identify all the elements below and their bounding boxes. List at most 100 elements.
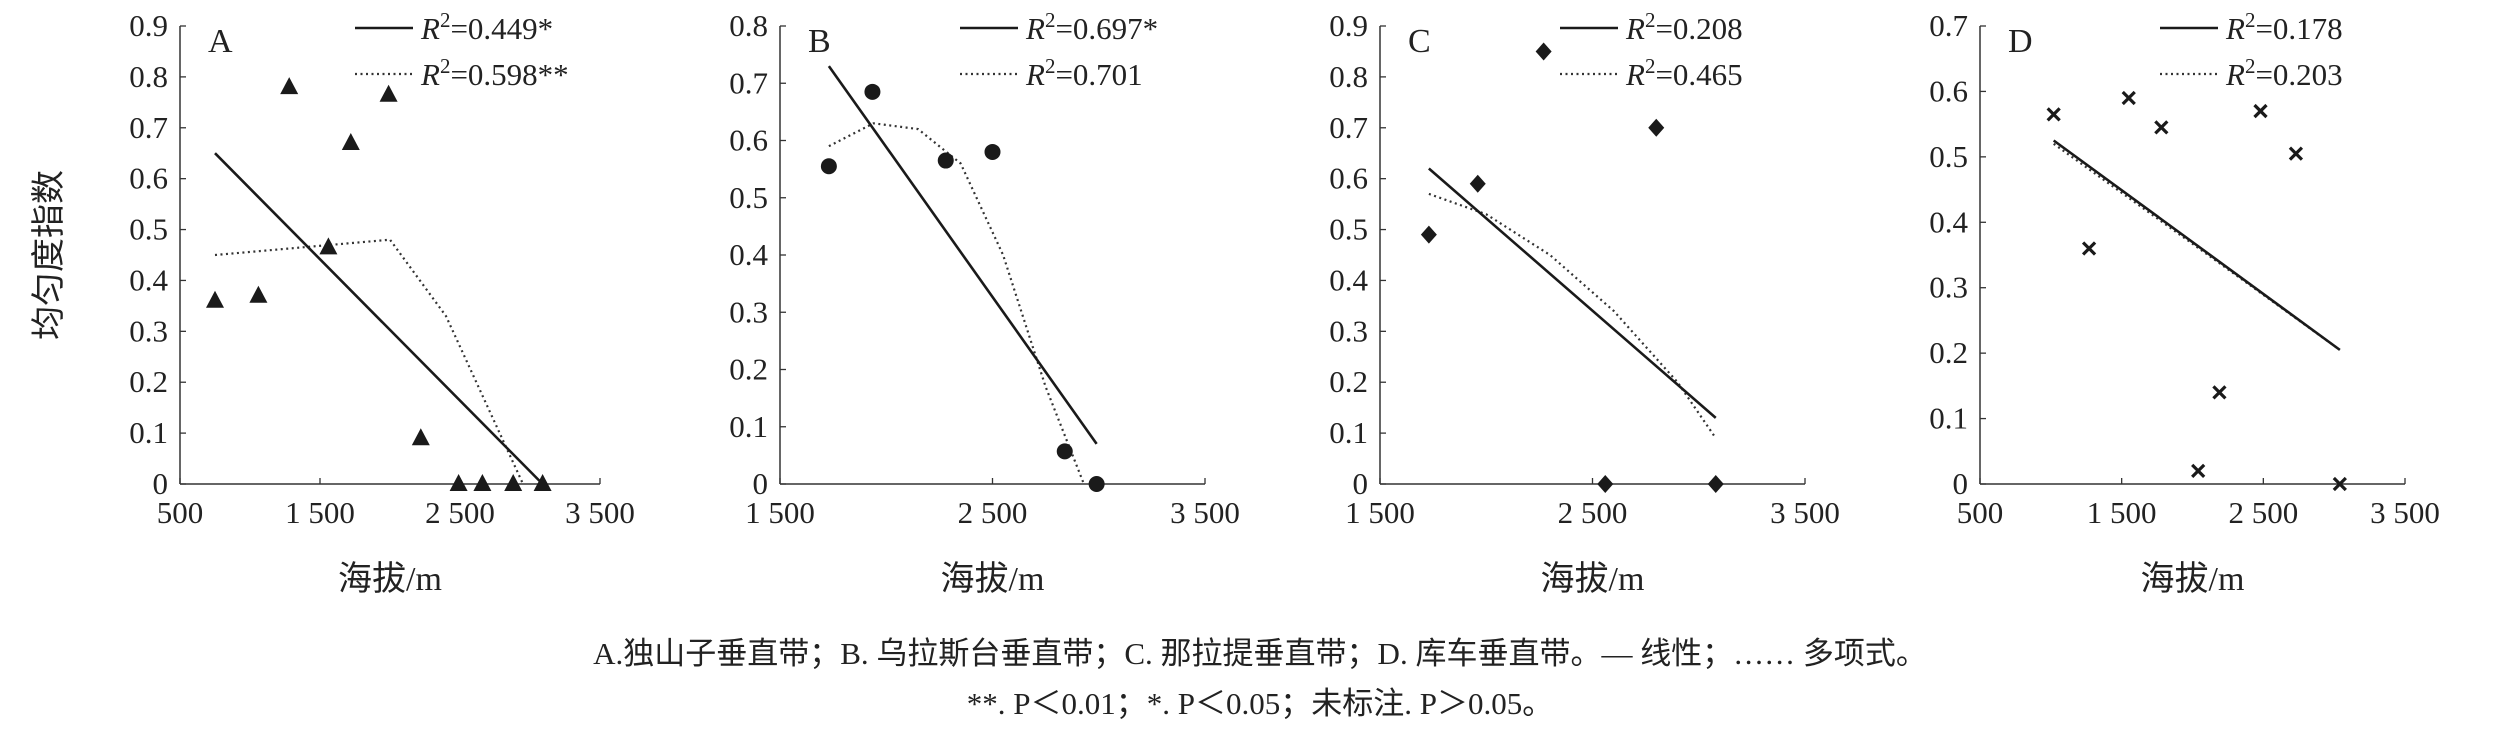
y-tick-label: 0.5 [729, 180, 768, 215]
legend-poly-label: R2=0.701 [1025, 54, 1143, 92]
legend-linear-label: R2=0.178 [2225, 8, 2343, 46]
x-tick-label: 1 500 [285, 495, 355, 530]
data-point [206, 290, 224, 308]
y-tick-label: 0.4 [729, 237, 768, 272]
y-tick-label: 0.4 [129, 262, 168, 297]
legend-poly-label: R2=0.465 [1625, 54, 1743, 92]
y-tick-label: 0.4 [1329, 262, 1368, 297]
data-point [2253, 103, 2268, 119]
x-tick-label: 1 500 [1345, 495, 1415, 530]
panel-label: B [808, 23, 831, 60]
data-point [319, 237, 338, 255]
data-point [1707, 475, 1724, 493]
x-tick-label: 1 500 [2087, 495, 2157, 530]
poly-trend-line [214, 238, 524, 485]
y-tick-label: 0.8 [729, 8, 768, 43]
y-tick-label: 0.6 [129, 161, 168, 196]
y-tick-label: 0.7 [729, 65, 768, 100]
linear-trend-line [214, 152, 544, 485]
x-tick-label: 3 500 [2370, 495, 2440, 530]
y-tick-label: 0.3 [729, 294, 768, 329]
y-tick-label: 0.2 [729, 352, 768, 387]
x-tick-label: 1 500 [745, 495, 815, 530]
y-tick-label: 0.8 [129, 59, 168, 94]
linear-trend-line [827, 65, 1098, 445]
y-tick-label: 0.1 [1929, 401, 1968, 436]
data-point [1648, 118, 1665, 137]
data-point [1088, 476, 1105, 492]
x-tick-label: 3 500 [565, 495, 635, 530]
legend-poly-label: R2=0.203 [2225, 54, 2343, 92]
legend-linear-label: R2=0.208 [1625, 8, 1743, 46]
y-tick-label: 0 [1353, 466, 1369, 501]
data-point [1469, 174, 1486, 193]
panel-D: 0 0.1 0.2 0.3 0.4 0.5 0.6 0.7 500 1 500 2 500 3 500… [1929, 8, 2440, 598]
y-tick-label: 0.6 [1329, 161, 1368, 196]
data-point [2212, 385, 2227, 400]
poly-trend-line [2053, 142, 2341, 351]
y-tick-label: 0.1 [129, 415, 168, 450]
y-tick-label: 0.5 [1329, 212, 1368, 247]
panel-label: A [208, 23, 233, 60]
data-point [864, 83, 881, 100]
data-point [984, 143, 1001, 160]
x-axis-label: 海拔/m [941, 560, 1045, 598]
data-point [2121, 90, 2136, 106]
y-tick-label: 0 [1953, 466, 1969, 501]
y-tick-label: 0.3 [129, 313, 168, 348]
data-point [473, 474, 492, 491]
x-tick-label: 2 500 [2228, 495, 2298, 530]
x-tick-label: 2 500 [1558, 495, 1628, 530]
legend-linear-label: R2=0.697* [1025, 8, 1158, 46]
figure-caption-line2: **. P＜0.01；*. P＜0.05；未标注. P＞0.05。 [967, 686, 1553, 721]
data-point [280, 77, 299, 95]
linear-trend-line [2052, 139, 2341, 351]
y-tick-label: 0.2 [129, 364, 168, 399]
data-point [2154, 120, 2169, 135]
data-point [2332, 476, 2347, 492]
x-axis-label: 海拔/m [2141, 560, 2245, 598]
panel-label: D [2008, 23, 2033, 60]
y-tick-label: 0.7 [129, 110, 168, 145]
x-tick-label: 500 [157, 495, 204, 530]
data-point [2288, 146, 2304, 161]
data-point [504, 474, 523, 491]
data-point [449, 474, 468, 491]
y-tick-label: 0.9 [129, 8, 168, 43]
poly-trend-line [828, 122, 1085, 485]
y-tick-label: 0.7 [1929, 8, 1968, 43]
legend-linear-label: R2=0.449* [420, 8, 553, 46]
panel-label: C [1408, 23, 1431, 60]
y-tick-label: 0.1 [729, 409, 768, 444]
poly-trend-line [1428, 192, 1717, 439]
data-point [379, 84, 398, 102]
chart-panels: 0 0.1 0.2 0.3 0.4 0.5 0.6 0.7 0.8 0.9 500 1 500 2 50… [129, 8, 2440, 598]
data-point [1420, 225, 1437, 244]
x-tick-label: 3 500 [1770, 495, 1840, 530]
y-tick-label: 0.3 [1329, 313, 1368, 348]
data-point [1535, 42, 1552, 61]
data-point [411, 428, 430, 446]
y-axis-label: 均匀度指数 [30, 170, 68, 340]
data-point [533, 474, 552, 491]
data-point [2046, 107, 2061, 122]
data-point [937, 152, 954, 169]
data-point [1056, 443, 1073, 460]
y-tick-label: 0.1 [1329, 415, 1368, 450]
x-tick-label: 2 500 [425, 495, 495, 530]
y-tick-label: 0 [753, 466, 769, 501]
legend-poly-label: R2=0.598** [420, 54, 569, 92]
x-tick-label: 3 500 [1170, 495, 1240, 530]
y-tick-label: 0.7 [1329, 110, 1368, 145]
y-tick-label: 0.5 [1929, 139, 1968, 174]
x-axis-label: 海拔/m [1541, 560, 1645, 598]
y-tick-label: 0.6 [1929, 73, 1968, 108]
y-tick-label: 0.8 [1329, 59, 1368, 94]
data-point [249, 285, 268, 303]
y-tick-label: 0.4 [1929, 204, 1968, 239]
y-tick-label: 0.2 [1329, 364, 1368, 399]
y-tick-label: 0.9 [1329, 8, 1368, 43]
y-tick-label: 0.3 [1929, 270, 1968, 305]
panel-C: 0 0.1 0.2 0.3 0.4 0.5 0.6 0.7 0.8 0.9 1 500 2 500 3 … [1329, 8, 1840, 598]
